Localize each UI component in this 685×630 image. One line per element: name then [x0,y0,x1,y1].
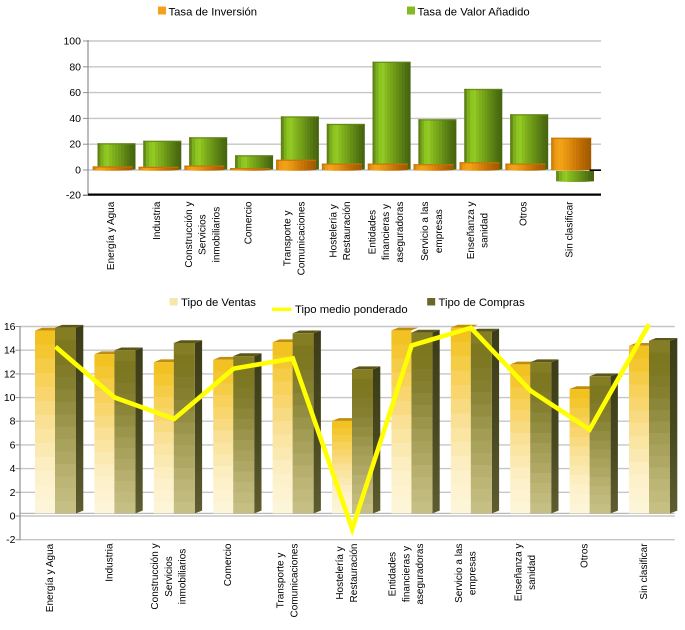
svg-text:0: 0 [10,511,16,523]
svg-text:Comercio: Comercio [223,543,234,586]
svg-text:empresas: empresas [468,551,479,595]
svg-text:6: 6 [10,439,16,451]
svg-text:Servicio a las: Servicio a las [420,201,431,260]
svg-text:16: 16 [4,321,16,333]
svg-text:Otros: Otros [580,544,591,568]
svg-text:empresas: empresas [434,209,445,253]
svg-text:60: 60 [69,87,81,99]
svg-text:8: 8 [10,416,16,428]
svg-text:Comunicaciones: Comunicaciones [296,201,307,275]
svg-text:Entidades: Entidades [367,210,378,254]
svg-text:Industria: Industria [152,201,163,240]
svg-text:14: 14 [4,345,16,357]
svg-text:Industria: Industria [104,543,115,582]
svg-text:sanidad: sanidad [480,213,491,248]
svg-text:financieras y: financieras y [381,204,392,260]
svg-text:aseguradoras: aseguradoras [415,544,426,605]
svg-text:Servicios: Servicios [164,556,175,597]
svg-text:Transporte y: Transporte y [276,553,287,609]
svg-text:40: 40 [69,113,81,125]
svg-text:2: 2 [10,487,16,499]
svg-text:4: 4 [10,463,16,475]
svg-text:10: 10 [4,392,16,404]
svg-text:Tipo de Ventas: Tipo de Ventas [181,297,256,309]
svg-text:aseguradoras: aseguradoras [395,202,406,263]
svg-text:Energía y Agua: Energía y Agua [45,543,56,612]
svg-text:Sin clasificar: Sin clasificar [639,543,650,600]
svg-text:80: 80 [69,61,81,73]
svg-text:Construcción y: Construcción y [184,202,195,268]
svg-text:inmobiliarios: inmobiliarios [212,207,223,263]
svg-text:sanidad: sanidad [527,555,538,590]
svg-text:Otros: Otros [519,202,530,226]
svg-text:Hostelería y: Hostelería y [335,546,346,599]
svg-text:Hostelería y: Hostelería y [328,204,339,257]
svg-text:Tipo medio ponderado: Tipo medio ponderado [295,304,408,316]
svg-text:-20: -20 [66,190,81,202]
svg-text:-2: -2 [6,534,15,546]
svg-text:Enseñanza y: Enseñanza y [513,543,524,601]
svg-text:Construcción y: Construcción y [150,543,161,609]
svg-text:Comunicaciones: Comunicaciones [290,544,301,618]
svg-text:12: 12 [4,368,16,380]
svg-text:Enseñanza y: Enseñanza y [466,201,477,259]
svg-text:Restauración: Restauración [342,201,353,260]
svg-text:100: 100 [63,36,81,48]
svg-text:Restauración: Restauración [349,544,360,603]
svg-text:Transporte y: Transporte y [283,211,294,267]
svg-text:Servicio a las: Servicio a las [454,543,465,602]
svg-text:Energía y Agua: Energía y Agua [106,201,117,270]
svg-text:Tasa de Inversión: Tasa de Inversión [169,6,258,18]
svg-text:Tipo de Compras: Tipo de Compras [439,297,526,309]
svg-text:inmobiliarios: inmobiliarios [178,549,189,605]
svg-text:Servicios: Servicios [198,214,209,255]
svg-text:0: 0 [75,165,81,177]
svg-text:financieras y: financieras y [401,546,412,602]
svg-text:Entidades: Entidades [388,552,399,596]
svg-text:Comercio: Comercio [244,201,255,244]
svg-text:Sin clasificar: Sin clasificar [565,201,576,258]
svg-text:Tasa de Valor Añadido: Tasa de Valor Añadido [418,6,530,18]
svg-text:20: 20 [69,139,81,151]
